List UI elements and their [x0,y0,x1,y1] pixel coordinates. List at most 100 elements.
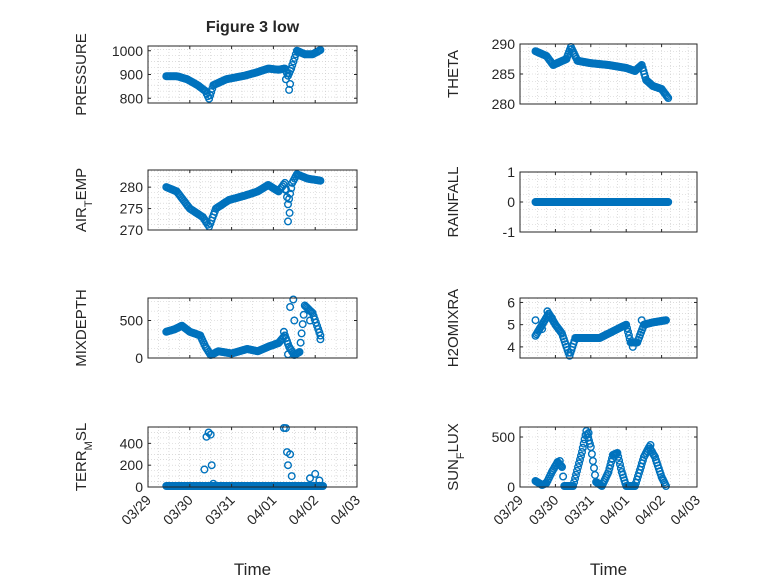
data-point [281,75,290,84]
y-tick-label: 0 [507,194,515,210]
data-point [316,331,325,340]
data-point [624,327,633,336]
axes-box [147,169,358,231]
x-tick-label: 04/02 [632,492,668,528]
y-axis-label: SUNFLUX [445,423,467,491]
data-point [296,338,305,347]
y-tick-label: 290 [492,36,516,52]
data-point [578,448,587,457]
data-point [316,335,325,344]
data-point [290,53,299,62]
data-point [555,457,564,466]
grid [148,298,357,358]
y-tick-label: 4 [507,339,515,355]
data-point [295,348,304,357]
y-axis-label: TERRMSL [73,423,95,491]
y-tick-label: 0 [135,479,143,495]
data-point [284,461,293,470]
data-point [311,469,320,478]
y-tick-label: 275 [120,201,144,217]
data-point [611,450,620,459]
data-point [570,478,579,487]
data-point [571,474,580,483]
y-axis-label: THETA [445,50,462,98]
data-point [200,465,209,474]
x-tick-label: 03/30 [160,492,196,528]
data-series [531,197,673,206]
x-tick-label: 03/30 [525,492,561,528]
data-point [576,455,585,464]
x-tick-label: 03/31 [561,492,597,528]
data-point [616,460,625,469]
data-point [281,185,290,194]
data-point [207,461,216,470]
x-tick-label: 04/01 [243,492,279,528]
data-point [284,200,293,209]
y-tick-label: 400 [120,435,144,451]
data-point [306,316,315,325]
data-point [298,320,307,329]
axes-box [519,426,698,488]
x-tick-label: 04/03 [667,492,703,528]
data-point [306,474,315,483]
data-point [287,472,296,481]
panel-h2omixra: 4 5 6 H2OMIXRA [445,289,698,367]
data-point [202,432,211,441]
data-point [279,327,288,336]
y-axis-label: PRESSURE [73,33,90,116]
data-point [307,307,316,316]
data-point [615,456,624,465]
x-axis-label: Time [590,560,627,579]
data-point [572,470,581,479]
panel-sun-flux: 0 500 03/29 03/30 03/31 04/01 04/02 04/03 SUNFLU… [445,423,703,579]
grid [148,427,357,487]
y-tick-label: 500 [120,313,144,329]
grid [520,298,697,358]
x-tick-label: 04/01 [596,492,632,528]
data-point [578,443,587,452]
data-point [559,472,568,481]
data-point [289,295,298,304]
panel-mixdepth: 0 500 MIXDEPTH [73,289,358,367]
panel-air-temp: 270 275 280 AIRTEMP [73,168,358,238]
data-series [531,427,671,491]
panel-pressure: 800 900 1000 PRESSURE Figure 3 low [73,19,358,116]
data-point [286,450,295,459]
data-point [637,316,646,325]
data-point [281,424,290,433]
y-axis-label: H2OMIXRA [445,289,462,367]
y-tick-label: 5 [507,317,515,333]
data-series [162,295,325,360]
data-point [662,482,671,491]
data-point [287,184,296,193]
y-tick-label: 6 [507,294,515,310]
y-axis-label: MIXDEPTH [73,289,90,367]
x-axis-label: Time [234,560,271,579]
axes-box [147,426,358,488]
y-tick-label: 900 [120,67,144,83]
data-point [316,176,325,185]
data-point [285,194,294,203]
data-point [289,57,298,66]
x-tick-label: 04/03 [327,492,363,528]
data-point [297,329,306,338]
y-tick-label: 200 [120,457,144,473]
y-tick-label: 0 [135,350,143,366]
data-point [319,482,328,491]
data-point [646,441,655,450]
data-point [573,466,582,475]
data-point [664,93,673,102]
y-tick-label: 800 [120,90,144,106]
y-tick-label: 1 [507,164,515,180]
data-point [662,316,671,325]
data-point [206,430,215,439]
data-point [287,64,296,73]
data-point [575,459,584,468]
data-point [531,316,540,325]
axes-box [519,297,698,359]
y-axis-label: RAINFALL [445,167,462,238]
data-point [290,316,299,325]
data-series [531,307,671,360]
y-tick-label: 500 [492,429,516,445]
data-point [547,314,556,323]
